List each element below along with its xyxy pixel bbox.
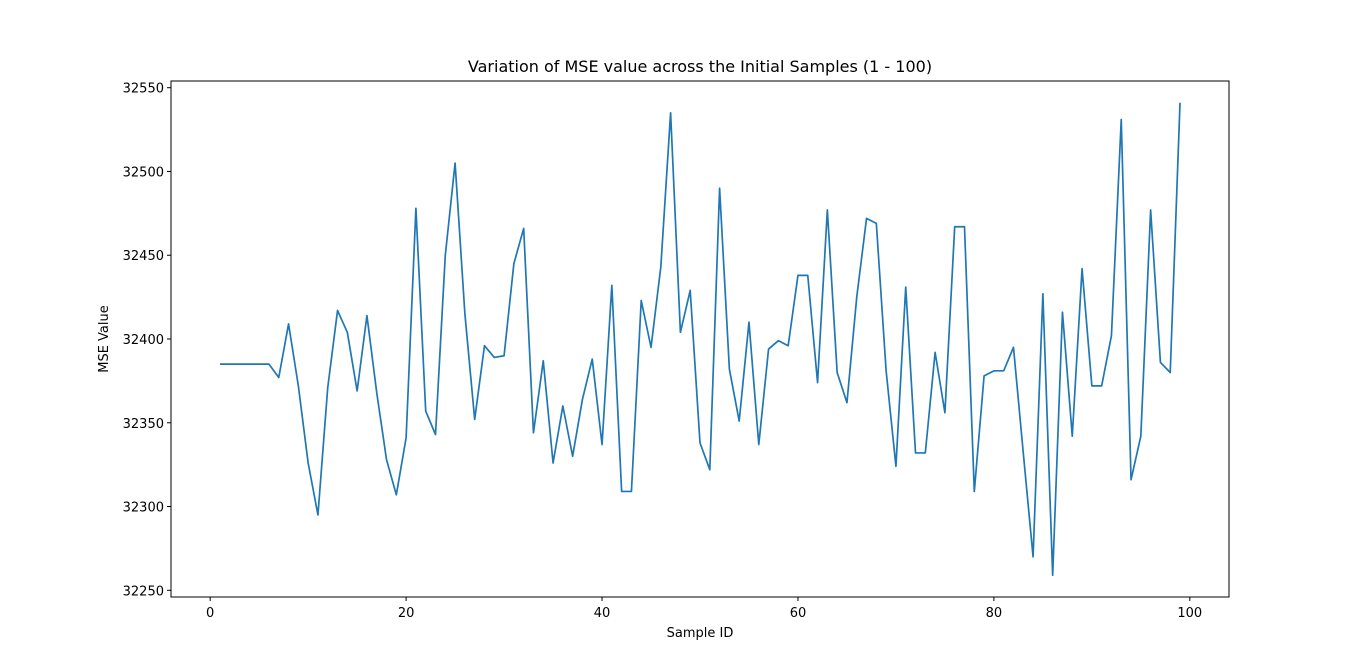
- y-tick-label: 32500: [123, 165, 164, 180]
- y-tick-label: 32300: [123, 501, 164, 516]
- y-axis: 32250 32300 32350 32400 32450 32500 32550: [123, 82, 171, 599]
- y-tick-label: 32550: [123, 82, 164, 97]
- x-tick-label: 80: [986, 606, 1003, 621]
- plot-frame: [170, 80, 1230, 598]
- x-axis: 0 20 40 60 80 100: [206, 597, 1202, 621]
- x-tick-label: 0: [206, 606, 214, 621]
- y-tick-label: 32350: [123, 417, 164, 432]
- x-axis-title: Sample ID: [667, 626, 734, 641]
- chart-title: Variation of MSE value across the Initia…: [468, 57, 932, 76]
- x-tick-label: 20: [398, 606, 415, 621]
- x-tick-label: 60: [790, 606, 807, 621]
- y-tick-label: 32250: [123, 584, 164, 599]
- y-axis-title: MSE Value: [97, 305, 112, 373]
- x-tick-label: 40: [594, 606, 611, 621]
- series-line-0: [219, 102, 1181, 577]
- y-tick-label: 32450: [123, 249, 164, 264]
- plot-area: [219, 102, 1181, 577]
- y-tick-label: 32400: [123, 333, 164, 348]
- x-tick-label: 100: [1177, 606, 1202, 621]
